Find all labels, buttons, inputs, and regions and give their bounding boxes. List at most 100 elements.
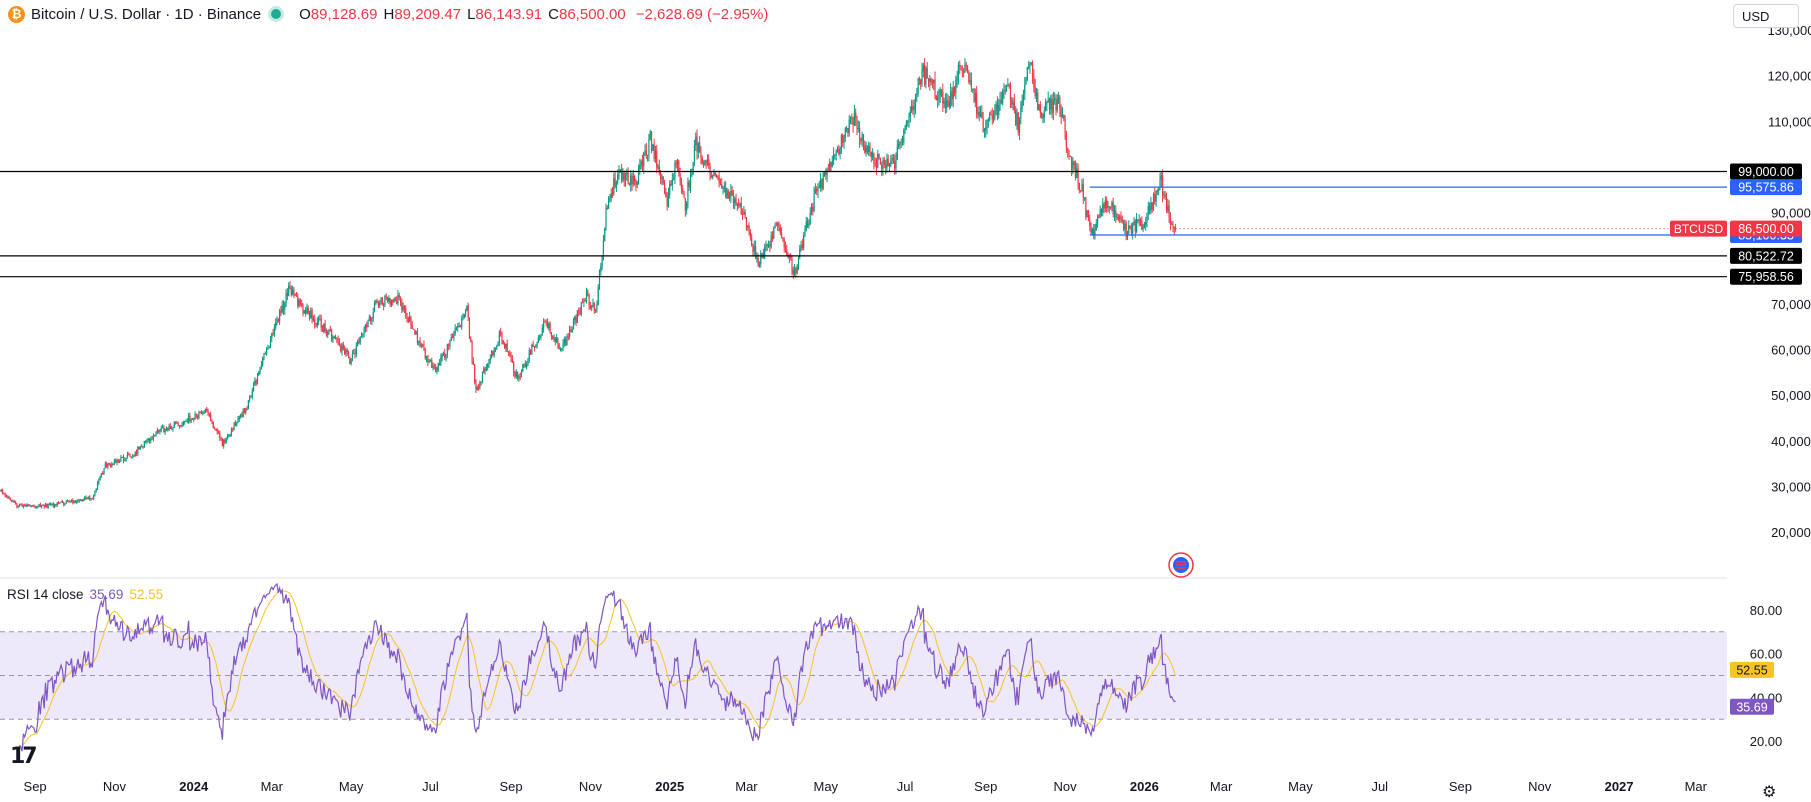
time-tick-label: Mar <box>1685 779 1708 794</box>
candle-body <box>510 355 512 359</box>
candle-body <box>736 204 738 206</box>
candle-body <box>545 322 547 324</box>
candle-body <box>109 464 112 467</box>
candle-body <box>918 78 921 80</box>
candle-body <box>783 239 785 248</box>
candle-body <box>203 412 205 414</box>
candle-body <box>63 502 65 505</box>
candle-body <box>779 226 781 234</box>
candle-body <box>370 317 372 321</box>
candle-body <box>792 269 794 275</box>
candle-body <box>640 160 642 165</box>
candle-body <box>294 294 296 296</box>
candle-body <box>535 345 537 348</box>
candle-body <box>1158 188 1160 192</box>
candle-body <box>636 181 638 186</box>
candle-body <box>649 131 651 140</box>
time-tick-label: 2026 <box>1130 779 1159 794</box>
candle-body <box>727 190 729 199</box>
candle-body <box>981 112 983 118</box>
candle-body <box>165 428 168 430</box>
candle-body <box>937 98 939 100</box>
candle-body <box>39 504 41 507</box>
candle-body <box>379 303 381 306</box>
close-value: 86,500.00 <box>559 5 626 23</box>
candle-body <box>686 202 688 211</box>
candle-body <box>970 80 973 89</box>
time-tick-label: Sep <box>500 779 523 794</box>
candle-body <box>278 310 281 322</box>
candle-body <box>1147 206 1149 214</box>
candle-body <box>198 412 200 418</box>
candle-body <box>574 316 576 321</box>
gear-icon[interactable]: ⚙ <box>1762 784 1777 801</box>
candle-body <box>372 312 374 319</box>
candle-body <box>1107 206 1109 209</box>
candle-body <box>30 505 32 507</box>
candle-body <box>609 198 611 200</box>
time-tick-label: Nov <box>1054 779 1078 794</box>
candle-body <box>1152 194 1155 210</box>
candle-body <box>46 503 48 508</box>
candle-body <box>1018 118 1021 133</box>
candle-body <box>689 175 692 187</box>
candle-body <box>1135 219 1138 232</box>
candle-body <box>89 496 91 500</box>
candle-body <box>1021 99 1023 108</box>
candle-body <box>1146 213 1148 222</box>
candle-body <box>168 426 170 431</box>
candle-body <box>1108 206 1110 208</box>
candle-body <box>429 360 432 362</box>
candle-body <box>1132 223 1134 234</box>
level-price-tag <box>1730 163 1802 180</box>
candle-body <box>680 181 683 189</box>
candle-body <box>217 432 220 434</box>
candle-body <box>77 499 79 502</box>
candle-body <box>732 194 735 203</box>
candle-body <box>565 339 567 345</box>
candle-body <box>1121 218 1123 222</box>
candle-body <box>406 316 408 319</box>
candle-body <box>91 498 93 500</box>
candle-body <box>653 144 655 159</box>
candle-body <box>899 142 901 144</box>
candle-body <box>735 198 737 206</box>
rsi-legend[interactable]: RSI 14 close 35.69 52.55 <box>7 587 163 602</box>
bitcoin-icon: ₿ <box>8 5 25 23</box>
candle-body <box>516 371 519 379</box>
candle-body <box>107 463 109 468</box>
candle-body <box>282 305 285 310</box>
tradingview-logo-icon[interactable]: 17 <box>10 744 38 769</box>
candle-body <box>927 78 930 82</box>
candle-body <box>1013 101 1015 111</box>
candle-body <box>706 159 709 164</box>
candle-body <box>297 296 299 307</box>
candle-body <box>1022 93 1025 100</box>
market-status-icon[interactable] <box>271 9 282 19</box>
candle-body <box>610 193 612 199</box>
candle-body <box>948 100 950 108</box>
candle-body <box>60 501 62 503</box>
candle-body <box>1063 114 1065 119</box>
candle-body <box>172 427 174 429</box>
candle-body <box>1078 182 1080 191</box>
candle-body <box>11 500 13 502</box>
candle-body <box>48 504 51 506</box>
candle-body <box>666 196 668 207</box>
candle-body <box>595 310 597 312</box>
candle-body <box>1143 224 1145 228</box>
candle-body <box>185 420 187 422</box>
candle-body <box>656 150 658 168</box>
candle-body <box>468 317 471 339</box>
time-tick-label: Nov <box>579 779 603 794</box>
symbol-title[interactable]: Bitcoin / U.S. Dollar · 1D · Binance <box>31 5 262 23</box>
candle-body <box>835 150 837 155</box>
candle-body <box>514 372 516 377</box>
candle-body <box>377 302 380 306</box>
currency-selector[interactable]: USD <box>1733 4 1799 28</box>
candle-body <box>184 421 186 423</box>
candle-body <box>76 501 78 503</box>
candle-body <box>1172 223 1174 227</box>
candle-body <box>1133 221 1135 224</box>
